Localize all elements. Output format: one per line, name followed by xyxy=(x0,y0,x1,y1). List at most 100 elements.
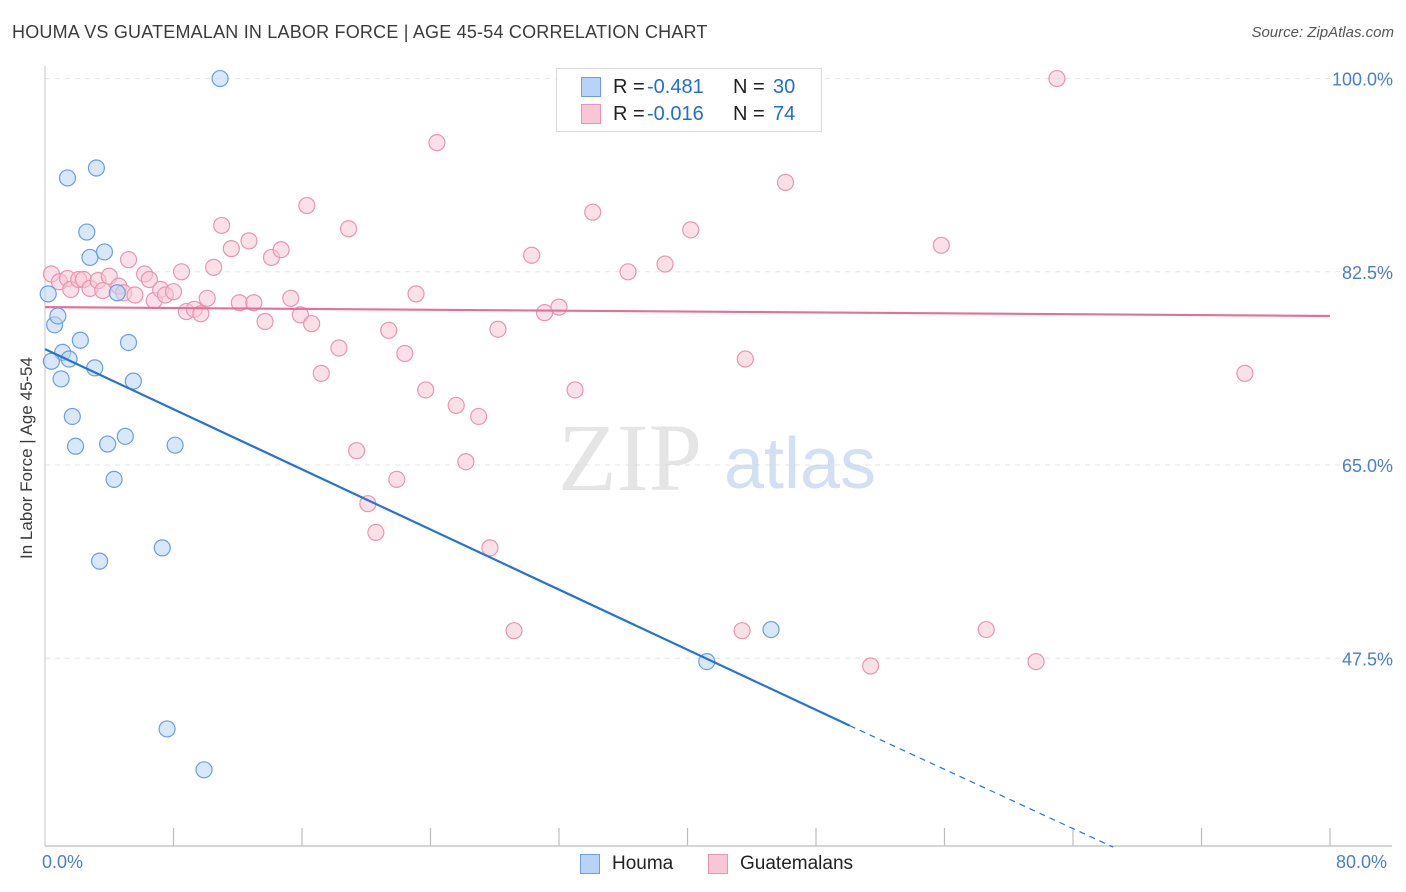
guatemalans-point xyxy=(119,251,138,269)
houma-point xyxy=(95,243,114,261)
houma-swatch xyxy=(581,77,601,97)
series-houma xyxy=(39,69,780,779)
guatemalans-swatch xyxy=(581,104,601,124)
legend-guatemalans-n: 74 xyxy=(773,102,796,125)
houma-point xyxy=(119,333,138,352)
guatemalans-point xyxy=(489,320,507,338)
houma-point xyxy=(52,370,70,388)
houma-point xyxy=(91,552,109,570)
guatemalans-point xyxy=(977,620,995,639)
legend-row-houma: R = -0.481 N = 30 xyxy=(581,73,795,101)
houma-point xyxy=(60,350,78,368)
guatemalans-point xyxy=(298,196,316,215)
guatemalans-point xyxy=(245,294,263,312)
guatemalans-point xyxy=(348,442,366,460)
guatemalans-point xyxy=(682,221,700,239)
guatemalans-point xyxy=(205,258,223,276)
series-guatemalans xyxy=(42,69,1254,675)
axes xyxy=(44,66,1392,847)
guatemalans-point xyxy=(1236,364,1254,382)
houma-point xyxy=(211,69,229,88)
y-tick-label: 82.5% xyxy=(1342,263,1393,283)
source-label: Source: ZipAtlas.com xyxy=(1251,24,1394,41)
legend-row-guatemalans: R = -0.016 N = 74 xyxy=(581,100,795,128)
legend-guatemalans-r: -0.016 xyxy=(647,102,704,125)
houma-point xyxy=(81,248,99,267)
legend-houma-n: 30 xyxy=(773,75,796,98)
houma-point xyxy=(78,223,96,241)
guatemalans-point xyxy=(198,289,216,307)
guatemalans-point xyxy=(535,304,554,322)
guatemalans-point xyxy=(932,236,950,254)
guatemalans-point xyxy=(736,350,754,368)
houma-point xyxy=(99,435,117,453)
houma-point xyxy=(116,427,134,445)
guatemalans-point xyxy=(862,657,880,675)
correlation-legend: R = -0.481 N = 30 R = -0.016 N = 74 xyxy=(556,68,822,132)
guatemalans-point xyxy=(380,321,398,339)
x-tick-min: 0.0% xyxy=(42,852,84,872)
y-tick-label: 100.0% xyxy=(1332,70,1393,90)
guatemalans-point xyxy=(457,453,475,471)
guatemalans-point xyxy=(776,173,795,191)
guatemalans-point xyxy=(213,216,231,235)
houma-point xyxy=(71,331,89,349)
legend-n-label: N = xyxy=(733,75,765,98)
watermark-atlas: atlas xyxy=(724,424,876,504)
houma-point xyxy=(66,437,85,455)
guatemalans-point xyxy=(619,263,637,281)
guatemalans-point xyxy=(388,470,406,488)
legend-r-label: R = xyxy=(613,75,645,98)
guatemalans-point xyxy=(1027,652,1045,671)
guatemalans-point xyxy=(584,203,602,221)
houma-swatch xyxy=(580,854,600,874)
guatemalans-point xyxy=(256,312,274,331)
guatemalans-point xyxy=(339,220,358,238)
houma-point xyxy=(108,284,126,302)
guatemalans-point xyxy=(447,396,465,415)
legend-n-label: N = xyxy=(733,102,765,125)
guatemalans-point xyxy=(192,305,210,323)
houma-point xyxy=(63,407,81,426)
guatemalans-point xyxy=(126,286,144,304)
houma-point xyxy=(762,620,780,639)
houma-point xyxy=(105,470,123,488)
guatemalans-point xyxy=(733,622,751,640)
guatemalans-point xyxy=(550,298,568,316)
bottom-legend-houma: Houma xyxy=(580,852,673,876)
guatemalans-point xyxy=(470,407,488,426)
guatemalans-point xyxy=(367,523,385,542)
guatemalans-point xyxy=(140,270,159,289)
guatemalans-point xyxy=(172,263,191,281)
guatemalans-point xyxy=(291,306,309,324)
guatemalans-point xyxy=(523,246,541,264)
guatemalans-point xyxy=(303,315,321,333)
trend-lines xyxy=(44,306,1331,848)
guatemalans-trend-line xyxy=(44,306,1331,318)
gridlines xyxy=(45,78,1392,659)
guatemalans-point xyxy=(505,622,523,640)
guatemalans-point xyxy=(417,381,435,399)
houma-trend-line xyxy=(44,348,851,727)
houma-point xyxy=(124,372,142,390)
houma-trend-extension xyxy=(849,725,1114,848)
guatemalans-point xyxy=(222,240,240,258)
x-tick-max: 80.0% xyxy=(1336,852,1388,872)
guatemalans-point xyxy=(94,281,112,300)
bottom-legend-guatemalans-label: Guatemalans xyxy=(740,853,854,874)
houma-point xyxy=(166,436,184,454)
guatemalans-point xyxy=(282,289,300,307)
guatemalans-point xyxy=(481,539,499,557)
y-tick-labels: 47.5% 65.0% 82.5% 100.0% xyxy=(1332,70,1393,670)
houma-point xyxy=(49,307,67,325)
houma-point xyxy=(195,761,213,779)
guatemalans-point xyxy=(428,134,446,152)
guatemalans-point xyxy=(396,344,414,363)
legend-houma-r: -0.481 xyxy=(647,75,704,98)
bottom-legend-houma-label: Houma xyxy=(612,853,674,874)
chart-title: HOUMA VS GUATEMALAN IN LABOR FORCE | AGE… xyxy=(12,22,708,42)
y-tick-label: 47.5% xyxy=(1342,649,1393,669)
guatemalans-point xyxy=(656,255,674,273)
guatemalans-point xyxy=(566,381,584,399)
